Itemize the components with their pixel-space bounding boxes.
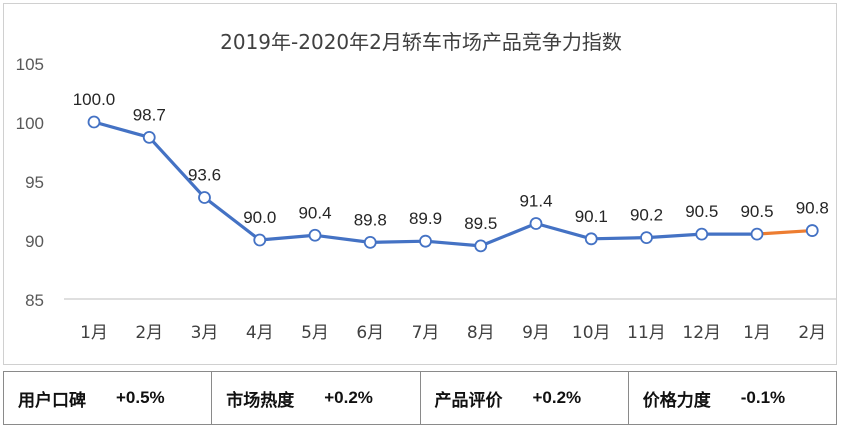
metrics-bar: 用户口碑 +0.5% 市场热度 +0.2% 产品评价 +0.2% 价格力度 -0…: [3, 371, 837, 425]
data-point: [253, 233, 267, 247]
data-label: 90.2: [630, 206, 663, 225]
x-tick-label: 1月: [743, 323, 771, 343]
y-tick-label: 90: [25, 232, 44, 251]
x-tick-label: 11月: [627, 323, 666, 343]
x-tick-label: 1月: [80, 323, 108, 343]
data-point: [419, 234, 432, 248]
data-point: [529, 217, 543, 230]
data-point: [87, 115, 101, 129]
y-tick-label: 95: [25, 173, 44, 192]
data-label: 90.5: [740, 202, 773, 221]
line-chart: 2019年-2020年2月轿车市场产品竞争力指数 85 90 95 100 105 1月 2…: [16, 30, 836, 343]
metric-label: 市场热度: [226, 390, 295, 411]
data-point: [198, 191, 211, 204]
chart-frame: 2019年-2020年2月轿车市场产品竞争力指数 85 90 95 100 105 1月 2…: [3, 3, 837, 365]
metric-price-strength: 价格力度 -0.1%: [627, 372, 836, 424]
y-tick-label: 105: [16, 55, 44, 74]
data-point: [474, 239, 488, 253]
metric-label: 产品评价: [434, 390, 503, 411]
x-tick-label: 10月: [572, 323, 611, 343]
metric-product-rating: 产品评价 +0.2%: [419, 372, 628, 424]
x-tick-label: 5月: [301, 323, 329, 343]
metric-value: +0.2%: [324, 388, 373, 407]
x-tick-label: 8月: [467, 323, 495, 343]
y-tick-label: 100: [16, 114, 44, 133]
data-point: [750, 227, 764, 241]
data-point: [584, 232, 598, 246]
x-tick-label: 9月: [522, 323, 550, 343]
data-label: 91.4: [519, 191, 552, 210]
data-label: 90.5: [685, 202, 718, 221]
metric-value: -0.1%: [740, 388, 786, 407]
chart-title: 2019年-2020年2月轿车市场产品竞争力指数: [220, 30, 622, 54]
metric-label: 用户口碑: [18, 390, 86, 411]
x-tick-label: 6月: [356, 323, 384, 343]
data-label: 93.6: [188, 166, 221, 185]
data-point: [640, 231, 653, 245]
data-point: [695, 227, 709, 241]
x-tick-label: 2月: [135, 323, 163, 343]
x-tick-label: 4月: [246, 323, 274, 343]
data-label: 98.7: [133, 105, 166, 124]
data-label: 90.0: [243, 208, 276, 227]
x-tick-label: 7月: [412, 323, 440, 343]
x-tick-label: 2月: [798, 323, 826, 343]
data-label: 90.1: [575, 207, 608, 226]
data-point: [142, 130, 156, 144]
metric-value: +0.5%: [116, 388, 165, 407]
metric-market-heat: 市场热度 +0.2%: [211, 372, 419, 424]
data-point: [805, 224, 819, 237]
metric-word-of-mouth: 用户口碑 +0.5%: [4, 372, 211, 424]
metric-label: 价格力度: [642, 390, 711, 411]
data-point: [363, 235, 377, 249]
data-label: 90.4: [298, 203, 331, 222]
data-label: 90.8: [796, 199, 829, 218]
x-tick-label: 12月: [682, 323, 721, 343]
y-tick-label: 85: [25, 291, 44, 310]
data-point: [308, 228, 322, 242]
data-label: 89.8: [354, 210, 387, 229]
metric-value: +0.2%: [532, 388, 582, 407]
x-tick-label: 3月: [191, 323, 219, 343]
data-label: 100.0: [73, 90, 116, 109]
data-label: 89.9: [409, 209, 442, 228]
data-label: 89.5: [464, 214, 497, 233]
series-line-highlight: [755, 228, 814, 236]
